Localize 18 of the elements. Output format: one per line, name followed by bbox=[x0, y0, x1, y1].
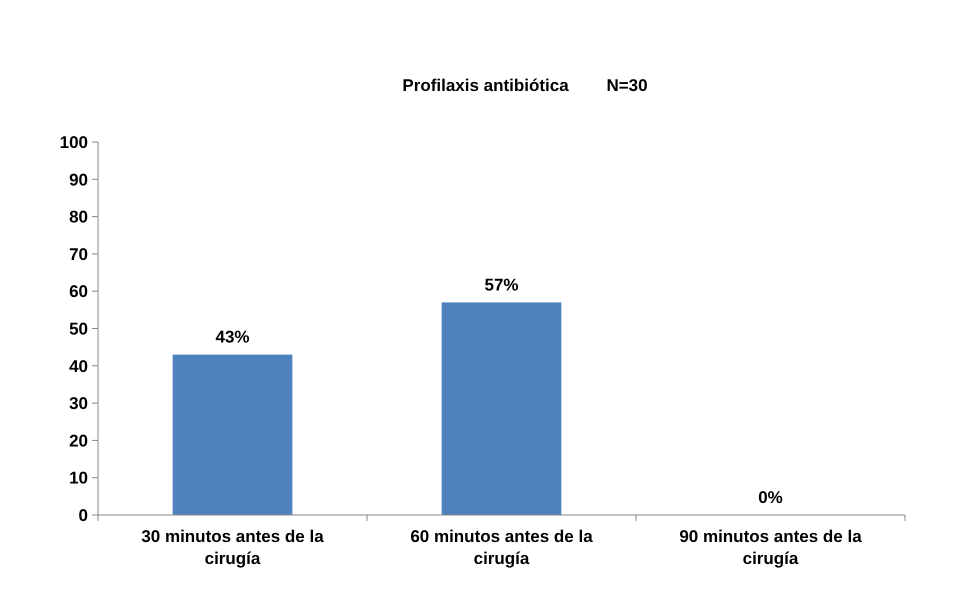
x-tick-label: 30 minutos antes de la cirugía bbox=[141, 527, 324, 568]
data-label: 43% bbox=[215, 328, 250, 347]
y-tick-label: 10 bbox=[69, 468, 88, 488]
y-tick-label: 90 bbox=[69, 170, 88, 190]
y-tick-label: 70 bbox=[69, 244, 88, 264]
x-tick-label: 90 minutos antes de la cirugía bbox=[679, 527, 862, 568]
y-tick-label: 30 bbox=[69, 394, 88, 414]
y-tick-label: 20 bbox=[69, 431, 88, 450]
y-tick-label: 100 bbox=[60, 132, 88, 152]
data-label: 57% bbox=[484, 275, 519, 294]
y-tick-label: 60 bbox=[69, 282, 88, 302]
y-tick-label: 80 bbox=[69, 208, 88, 227]
y-tick-label: 0 bbox=[78, 506, 88, 525]
data-label: 0% bbox=[758, 488, 783, 507]
x-tick-label: 60 minutos antes de la cirugía bbox=[410, 527, 594, 568]
y-tick-label: 50 bbox=[69, 319, 88, 338]
chart-title: Profilaxis antibiótica N=30 bbox=[402, 76, 648, 95]
y-tick-label: 40 bbox=[69, 356, 88, 376]
